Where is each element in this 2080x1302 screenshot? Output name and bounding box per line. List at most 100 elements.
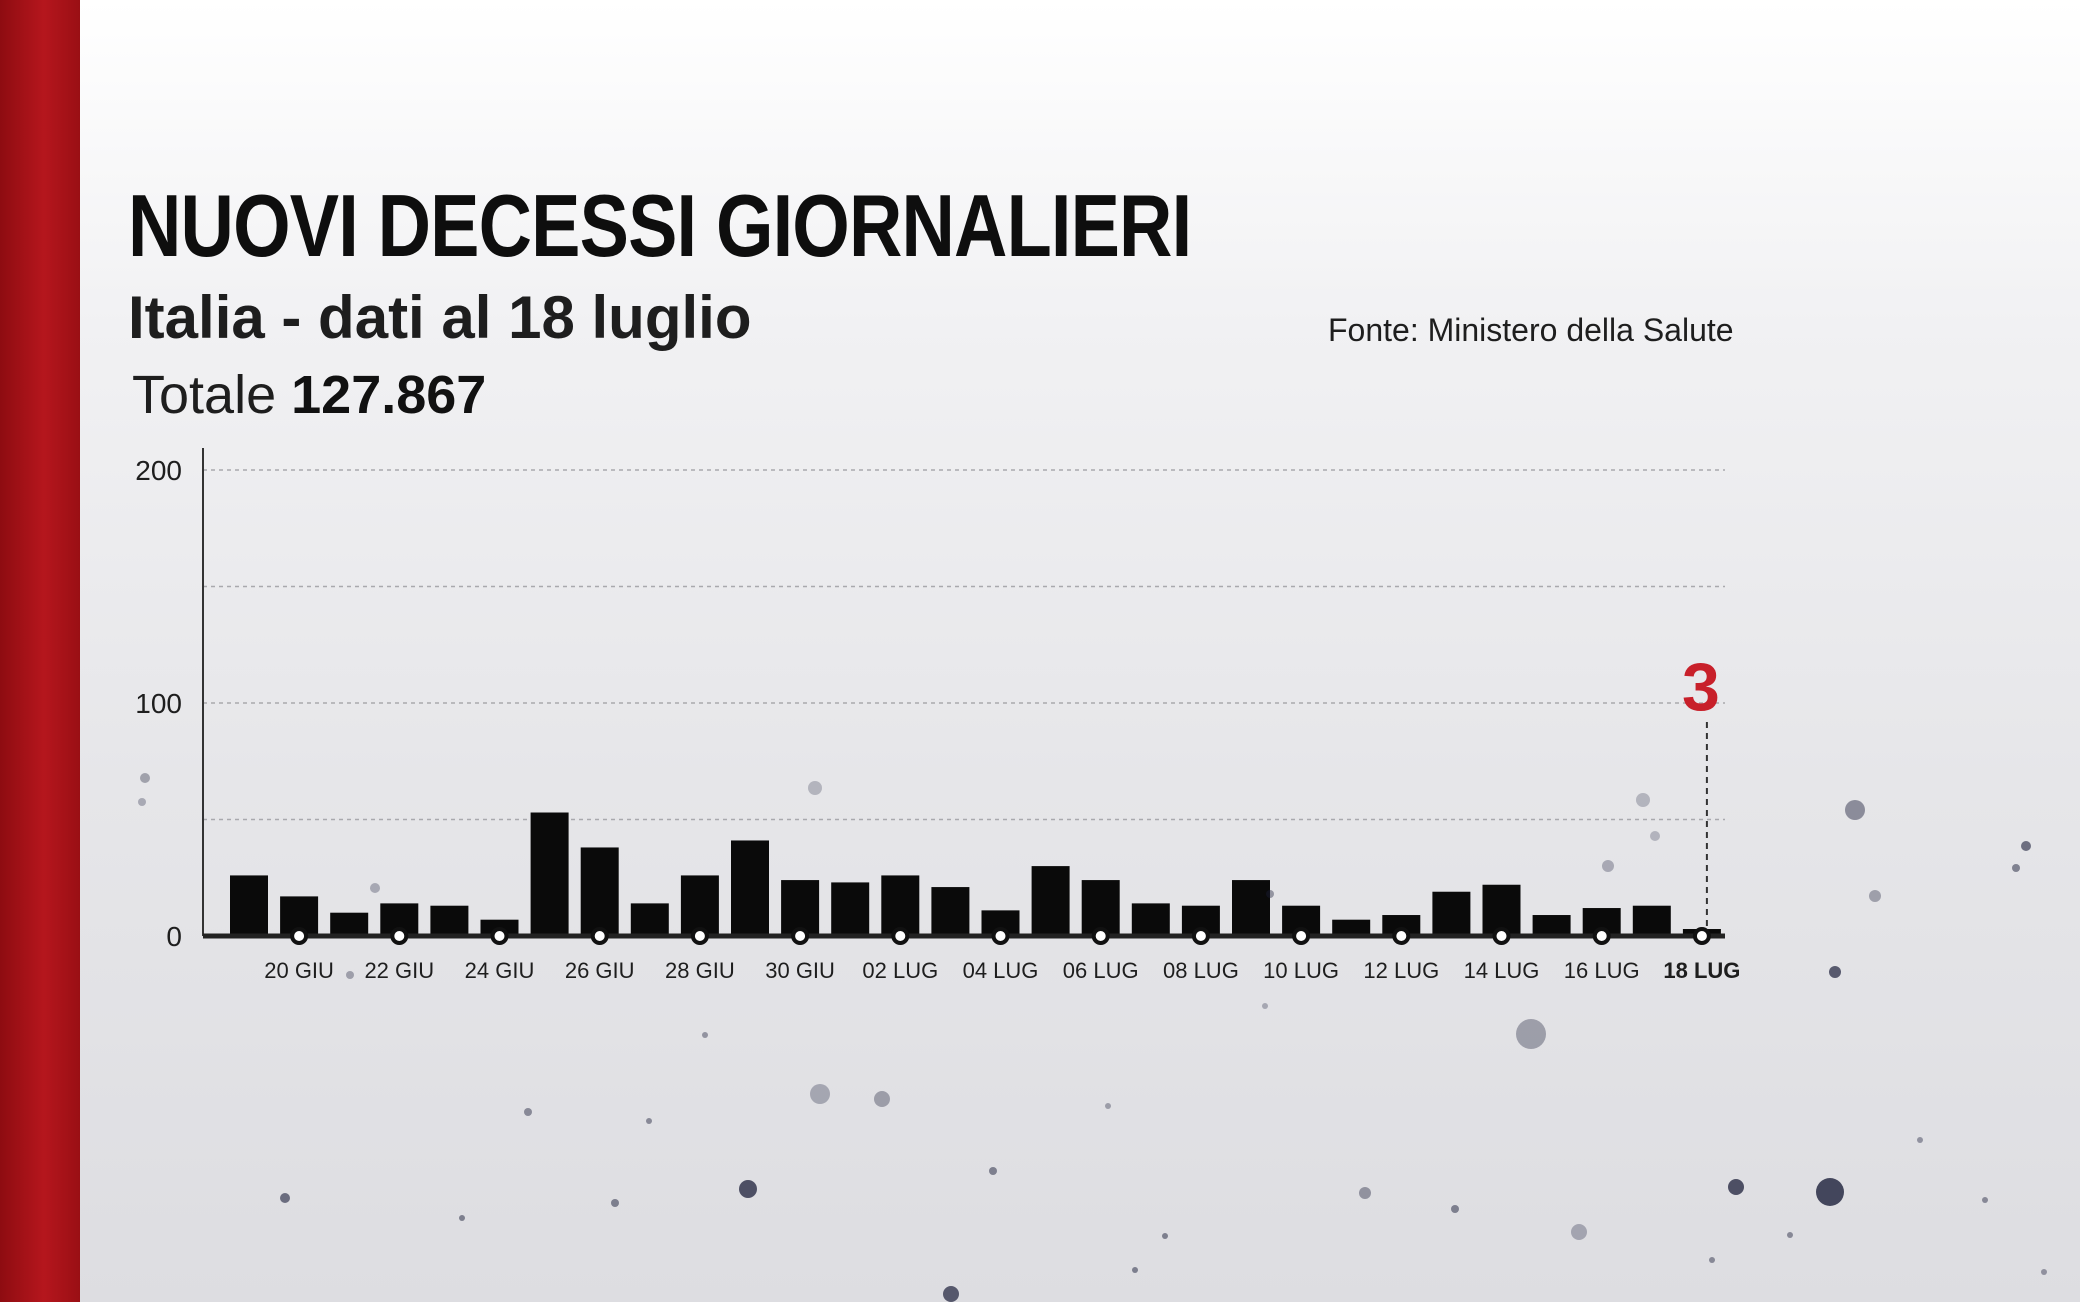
- x-tick-marker: [1492, 927, 1511, 945]
- x-tick-label: 22 GIU: [364, 958, 434, 983]
- bar: [1232, 880, 1270, 936]
- background-particle: [739, 1180, 757, 1198]
- background-particle: [370, 883, 380, 893]
- background-particle: [2012, 864, 2020, 872]
- x-tick-label: 20 GIU: [264, 958, 334, 983]
- x-tick-marker: [390, 927, 409, 945]
- x-tick-marker: [1191, 927, 1210, 945]
- background-particle: [989, 1167, 997, 1175]
- x-tick-marker: [1091, 927, 1110, 945]
- background-particle: [1650, 831, 1660, 841]
- red-side-band: [0, 0, 80, 1302]
- background-particle: [1105, 1103, 1111, 1109]
- background-particle: [1602, 860, 1614, 872]
- background-particle: [524, 1108, 532, 1116]
- background-particle: [1571, 1224, 1587, 1240]
- background-particle: [346, 971, 354, 979]
- x-tick-marker: [690, 927, 709, 945]
- bar: [1382, 915, 1421, 936]
- x-tick-label: 16 LUG: [1564, 958, 1640, 983]
- bar: [1632, 905, 1671, 936]
- background-particle: [1451, 1205, 1459, 1213]
- background-particle: [1829, 966, 1841, 978]
- x-tick-marker: [1292, 927, 1311, 945]
- background-particle: [1869, 890, 1881, 902]
- background-particle: [140, 773, 150, 783]
- x-tick-label: 02 LUG: [862, 958, 938, 983]
- bar: [1532, 915, 1571, 936]
- x-tick-marker: [1392, 927, 1411, 945]
- bar: [1081, 880, 1120, 936]
- total-value: 127.867: [291, 365, 487, 425]
- x-tick-marker: [791, 927, 810, 945]
- bar: [230, 875, 268, 936]
- background-particle: [1982, 1197, 1988, 1203]
- background-particle: [943, 1286, 959, 1302]
- bar: [931, 887, 970, 936]
- x-tick-marker: [1692, 927, 1711, 945]
- background-particle: [810, 1084, 830, 1104]
- background-particle: [1636, 793, 1650, 807]
- bar: [680, 875, 719, 936]
- total-label: Totale: [132, 365, 277, 425]
- bar: [430, 905, 469, 936]
- bar: [1131, 903, 1170, 936]
- background-particle: [646, 1118, 652, 1124]
- bar: [330, 912, 369, 936]
- x-tick-marker: [590, 927, 609, 945]
- background-particle: [459, 1215, 465, 1221]
- background-particle: [2041, 1269, 2047, 1275]
- background-particle: [1266, 890, 1274, 898]
- background-particle: [1787, 1232, 1793, 1238]
- background-particle: [1359, 1187, 1371, 1199]
- x-tick-label: 18 LUG: [1663, 958, 1740, 983]
- bar: [1031, 866, 1070, 936]
- total-line: Totale 127.867: [132, 364, 486, 426]
- x-tick-label: 30 GIU: [765, 958, 835, 983]
- x-tick-label: 10 LUG: [1263, 958, 1339, 983]
- x-tick-label: 28 GIU: [665, 958, 735, 983]
- background-particle: [1816, 1178, 1844, 1206]
- bar: [781, 880, 820, 936]
- background-particle: [1917, 1137, 1923, 1143]
- x-tick-marker: [1592, 927, 1611, 945]
- bar: [630, 903, 669, 936]
- bar: [1332, 919, 1371, 936]
- x-tick-marker: [290, 927, 309, 945]
- background-particle: [280, 1193, 290, 1203]
- background-particle: [1162, 1233, 1168, 1239]
- bar: [881, 875, 920, 936]
- y-tick-label: 0: [166, 921, 182, 952]
- background-particle: [702, 1032, 708, 1038]
- page-title: NUOVI DECESSI GIORNALIERI: [128, 176, 1192, 275]
- y-tick-label: 200: [135, 455, 182, 486]
- bar: [530, 812, 569, 936]
- x-tick-label: 12 LUG: [1363, 958, 1439, 983]
- source-note: Fonte: Ministero della Salute: [1328, 312, 1734, 348]
- x-tick-marker: [891, 927, 910, 945]
- x-tick-label: 06 LUG: [1063, 958, 1139, 983]
- background-particle: [1262, 1003, 1268, 1009]
- bar: [1432, 891, 1471, 936]
- background-particle: [611, 1199, 619, 1207]
- x-tick-label: 08 LUG: [1163, 958, 1239, 983]
- x-tick-marker: [490, 927, 509, 945]
- background-particle: [1709, 1257, 1715, 1263]
- x-tick-label: 14 LUG: [1464, 958, 1540, 983]
- highlight-value-label: 3: [1682, 649, 1720, 725]
- background-particle: [138, 798, 146, 806]
- page-subtitle: Italia - dati al 18 luglio: [128, 284, 752, 351]
- bar: [831, 882, 870, 936]
- background-particle: [808, 781, 822, 795]
- background-particle: [1516, 1019, 1546, 1049]
- x-tick-marker: [991, 927, 1010, 945]
- x-tick-label: 26 GIU: [565, 958, 635, 983]
- background-particle: [2021, 841, 2031, 851]
- background-particle: [1132, 1267, 1138, 1273]
- x-tick-label: 24 GIU: [465, 958, 535, 983]
- bar: [580, 847, 619, 936]
- y-tick-label: 100: [135, 688, 182, 719]
- x-tick-label: 04 LUG: [963, 958, 1039, 983]
- background-particle: [1845, 800, 1865, 820]
